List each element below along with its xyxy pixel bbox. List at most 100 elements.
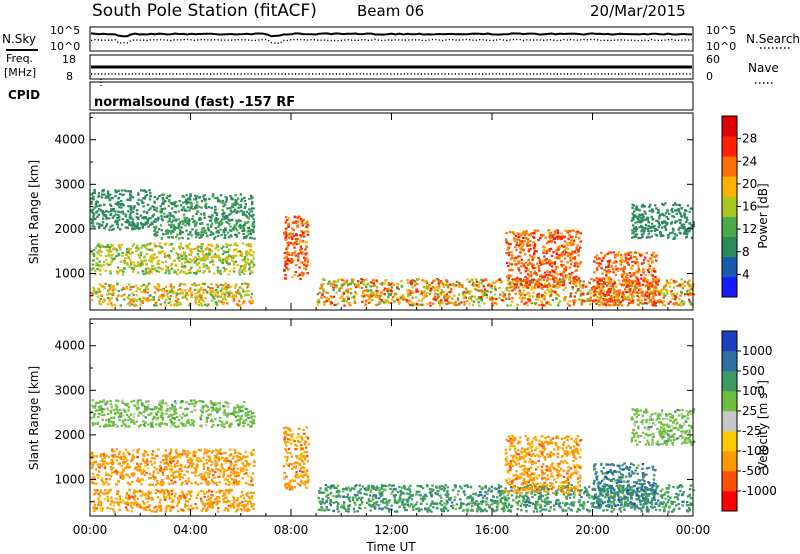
power-echo-cell	[645, 280, 649, 283]
power-echo-cell	[658, 230, 662, 234]
power-echo-cell	[427, 287, 430, 290]
velocity-echo-cell	[140, 412, 143, 415]
power-echo-cell	[532, 291, 535, 294]
power-echo-cell	[514, 234, 518, 238]
power-echo-cell	[211, 259, 214, 262]
power-echo-cell	[534, 282, 537, 285]
power-echo-cell	[432, 279, 435, 282]
power-echo-cell	[134, 264, 137, 268]
power-echo-cell	[680, 283, 683, 286]
power-echo-cell	[607, 263, 610, 266]
power-echo-cell	[679, 232, 682, 235]
power-echo-cell	[129, 215, 132, 218]
power-echo-cell	[537, 282, 540, 285]
power-echo-cell	[181, 296, 184, 299]
power-echo-cell	[671, 210, 674, 213]
power-echo-cell	[170, 236, 173, 239]
power-echo-cell	[109, 254, 113, 257]
velocity-echo-cell	[164, 454, 167, 457]
power-echo-cell	[409, 280, 412, 283]
power-echo-cell	[490, 287, 494, 290]
power-echo-cell	[477, 301, 480, 304]
power-echo-cell	[228, 290, 232, 293]
power-echo-cell	[225, 221, 228, 224]
velocity-echo-cell	[207, 408, 210, 411]
power-echo-cell	[238, 218, 241, 222]
power-echo-cell	[136, 209, 139, 212]
power-echo-cell	[527, 248, 531, 251]
power-echo-cell	[647, 271, 651, 274]
power-echo-cell	[220, 201, 223, 204]
power-echo-cell	[629, 293, 632, 296]
velocity-echo-cell	[90, 462, 93, 465]
power-echo-cell	[552, 285, 555, 289]
power-echo-cell	[609, 251, 613, 254]
power-echo-cell	[634, 233, 637, 236]
power-echo-cell	[609, 289, 612, 292]
power-echo-cell	[223, 293, 227, 296]
power-echo-cell	[92, 198, 95, 201]
power-echo-cell	[101, 189, 104, 192]
power-echo-cell	[133, 227, 136, 230]
power-echo-cell	[123, 189, 127, 192]
power-echo-cell	[140, 262, 144, 265]
power-echo-cell	[643, 259, 646, 262]
power-echo-cell	[129, 252, 132, 255]
power-echo-cell	[532, 278, 535, 281]
power-echo-cell	[534, 272, 538, 275]
power-echo-cell	[575, 275, 578, 278]
power-echo-cell	[170, 267, 173, 270]
power-echo-cell	[472, 281, 475, 284]
power-echo-cell	[202, 256, 205, 259]
power-echo-cell	[227, 218, 231, 221]
power-echo-cell	[678, 204, 682, 207]
power-echo-cell	[533, 285, 537, 288]
power-echo-cell	[623, 279, 626, 282]
power-echo-cell	[495, 303, 498, 306]
power-echo-cell	[192, 258, 196, 261]
power-echo-cell	[513, 239, 517, 242]
power-echo-cell	[652, 290, 655, 293]
power-echo-cell	[603, 294, 607, 297]
velocity-echo-cell	[91, 424, 95, 427]
power-echo-cell	[659, 235, 663, 238]
velocity-echo-cell	[245, 414, 248, 417]
power-echo-cell	[187, 201, 190, 204]
power-echo-cell	[513, 285, 517, 288]
power-echo-cell	[625, 291, 629, 294]
power-echo-cell	[166, 292, 169, 295]
velocity-echo-cell	[185, 421, 189, 424]
velocity-echo-cell	[176, 415, 179, 419]
power-echo-cell	[201, 252, 205, 255]
power-echo-cell	[637, 296, 641, 299]
power-echo-cell	[684, 229, 687, 232]
power-echo-cell	[174, 205, 177, 208]
power-echo-cell	[252, 225, 256, 228]
power-echo-cell	[152, 213, 156, 216]
velocity-echo-cell	[109, 461, 112, 464]
power-echo-cell	[305, 252, 309, 255]
power-echo-cell	[211, 299, 214, 302]
power-echo-cell	[635, 208, 638, 211]
power-echo-cell	[142, 223, 145, 226]
velocity-echo-cell	[242, 419, 246, 422]
power-echo-cell	[218, 258, 221, 261]
power-echo-cell	[646, 292, 650, 295]
power-echo-cell	[612, 300, 615, 304]
velocity-echo-cell	[121, 399, 124, 402]
power-echo-cell	[165, 232, 168, 236]
power-echo-cell	[650, 284, 653, 287]
power-echo-cell	[201, 243, 204, 246]
power-colorbar-swatch	[722, 156, 737, 177]
velocity-echo-cell	[150, 408, 154, 411]
power-echo-cell	[572, 299, 575, 302]
power-echo-cell	[588, 299, 591, 302]
power-echo-cell	[597, 262, 601, 265]
power-echo-cell	[657, 291, 660, 294]
power-echo-cell	[246, 250, 249, 253]
power-echo-cell	[132, 223, 136, 226]
velocity-echo-cell	[124, 423, 127, 426]
power-echo-cell	[93, 206, 96, 209]
power-echo-cell	[518, 291, 522, 294]
power-echo-cell	[176, 253, 180, 256]
